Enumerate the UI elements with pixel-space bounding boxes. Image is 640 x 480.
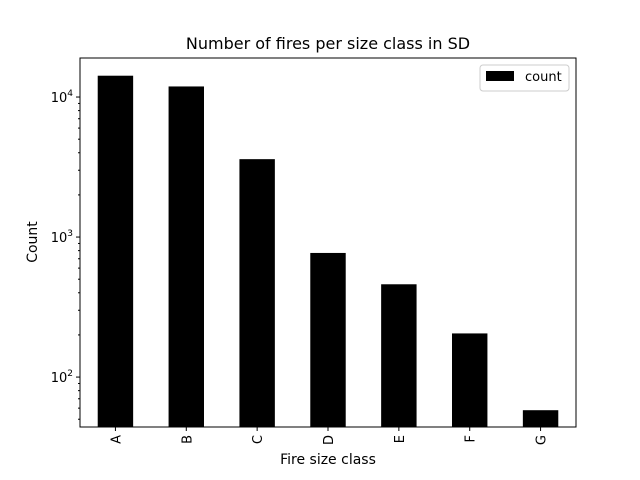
bar-F bbox=[452, 333, 488, 427]
x-tick-label: E bbox=[393, 435, 408, 443]
y-axis-ticks: 102 103 104 bbox=[51, 89, 80, 420]
legend-label: count bbox=[525, 70, 562, 85]
y-tick-label: 102 bbox=[51, 369, 73, 386]
bar-B bbox=[168, 86, 204, 427]
legend: count bbox=[479, 64, 570, 92]
bar-G bbox=[522, 410, 559, 427]
bar-D bbox=[310, 252, 346, 427]
x-axis-ticks: A B C D E F G bbox=[109, 427, 550, 445]
x-tick-label: A bbox=[109, 435, 124, 444]
y-tick-label: 104 bbox=[51, 89, 74, 106]
x-tick-label: B bbox=[180, 435, 195, 444]
bars-group bbox=[97, 75, 559, 428]
bar-C bbox=[239, 159, 275, 428]
x-tick-label: C bbox=[251, 435, 266, 444]
x-tick-label: G bbox=[535, 435, 550, 445]
x-axis-label: Fire size class bbox=[280, 452, 376, 468]
y-tick-label: 103 bbox=[51, 229, 73, 246]
legend-swatch bbox=[486, 71, 514, 81]
y-axis-label: Count bbox=[25, 221, 41, 263]
bar-A bbox=[97, 75, 134, 427]
x-tick-label: D bbox=[322, 435, 337, 445]
plot-frame bbox=[79, 57, 577, 428]
x-tick-label: F bbox=[464, 435, 479, 442]
chart-title: Number of fires per size class in SD bbox=[186, 34, 470, 53]
bar-E bbox=[381, 284, 417, 427]
